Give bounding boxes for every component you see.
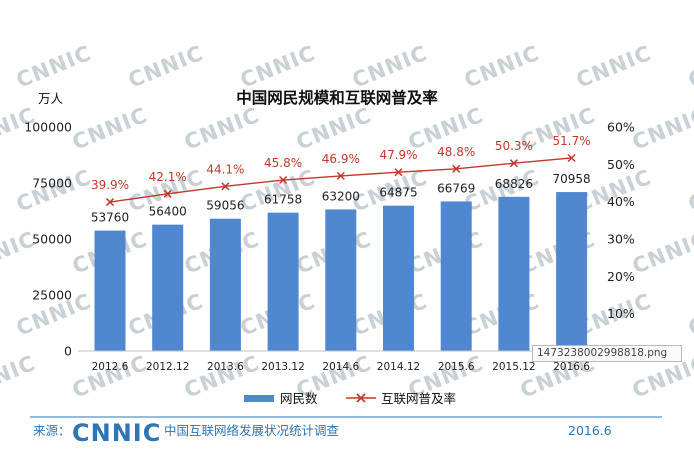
bar [325,209,357,351]
line-point [567,153,576,163]
watermark-text: CNNIC [293,103,375,155]
y-left-tick-label: 75000 [32,176,72,191]
x-tick-label: 2013.12 [261,361,304,373]
bar-value-label: 66769 [437,181,475,195]
watermark-text: CNNIC [13,165,95,217]
x-tick-label: 2013.6 [207,361,244,373]
bar [209,218,241,351]
line-point [336,171,345,180]
line-point [221,182,230,191]
line-value-label: 48.8% [437,145,475,159]
bar-value-label: 56400 [149,205,187,219]
watermark-text: CNNIC [685,165,694,217]
legend: 网民数 互联网普及率 [244,391,456,406]
line-series: 39.9% 42.1% 44.1% 45.8% 46.9% 47.9% 48.8% 50.3%… [91,134,591,207]
chart-title: 中国网民规模和互联网普及率 [236,88,438,107]
x-tick-label: 2015.12 [492,361,535,373]
watermark-text: CNNIC [629,227,694,279]
y-left-tick-label: 0 [64,344,72,359]
watermark-text: CNNIC [181,351,263,403]
line-point [509,159,518,168]
line-value-label: 44.1% [206,162,244,176]
watermark-text: CNNIC [0,351,39,403]
footer-source-label: 来源： [33,423,71,438]
line-point [279,175,288,185]
bar-value-label: 61758 [264,193,302,207]
watermark-text: CNNIC [125,41,207,93]
bar [94,230,126,351]
line-value-label: 46.9% [322,152,360,166]
footer-date: 2016.6 [568,423,612,438]
legend-line-marker [356,393,366,403]
bar-value-label: 53760 [91,211,129,225]
footer-org-text: 中国互联网络发展状况统计调查 [164,423,340,438]
bar [440,201,472,351]
line-point [394,168,403,177]
y-right-tick-label: 40% [607,194,635,209]
right-axis: 0%10%20%30%40%50%60% [607,120,635,359]
y-left-tick-label: 25000 [32,288,72,303]
line-value-label: 45.8% [264,156,302,170]
legend-bar-swatch [244,395,274,402]
legend-line-label: 互联网普及率 [381,391,456,406]
unit-label: 万人 [38,91,64,106]
bar [383,205,414,351]
line-value-label: 39.9% [91,178,129,192]
x-tick-label: 2012.6 [92,361,129,373]
bar [152,224,184,351]
y-right-tick-label: 10% [607,306,635,321]
legend-bar-label: 网民数 [280,391,318,406]
watermark-text: CNNIC [461,41,543,93]
watermark-text: CNNIC [685,289,694,341]
y-right-tick-label: 30% [607,232,635,247]
y-left-tick-label: 100000 [24,120,72,135]
x-axis: 2012.6 2012.12 2013.6 2013.12 2014.6 2014.12 2… [92,361,591,373]
bar-value-label: 59056 [206,199,244,213]
y-right-tick-label: 20% [607,269,635,284]
bar [556,192,588,351]
cnnic-logo: CNNIC [72,419,161,447]
watermark-text: CNNIC [349,41,431,93]
watermark-text: CNNIC [573,41,655,93]
x-tick-label: 2012.12 [146,361,189,373]
filename-tooltip: 1473238002998818.png [532,345,682,362]
line-point [452,164,461,173]
watermark-text: CNNIC [237,165,319,217]
bar-value-label: 64875 [379,186,417,200]
watermark-text: CNNIC [181,103,263,155]
bar [498,196,530,351]
bar-value-label: 70958 [553,172,591,186]
line-value-label: 50.3% [495,139,533,153]
watermark-text: CNNIC [69,103,151,155]
watermark-text: CNNIC [237,41,319,93]
y-right-tick-label: 60% [607,120,635,135]
x-tick-label: 2015.6 [438,361,475,373]
line-value-label: 42.1% [149,170,187,184]
watermark-text: CNNIC [69,351,151,403]
x-tick-label: 2014.12 [377,361,420,373]
watermark-text: CNNIC [13,41,95,93]
watermark-text: CNNIC [629,103,694,155]
line-point [105,198,115,207]
left-axis: 0 25000 50000 75000 100000 [24,120,72,359]
bar-value-label: 63200 [322,189,360,203]
bar [267,212,299,351]
bar-value-label: 68826 [495,177,533,191]
line-value-label: 47.9% [379,148,417,162]
line-value-label: 51.7% [553,134,591,148]
line-point [163,189,172,198]
bar-series: 53760 56400 59056 61758 63200 64875 66769 68826… [91,172,591,351]
y-left-tick-label: 50000 [32,232,72,247]
watermark-text: CNNIC [685,41,694,93]
x-tick-label: 2016.6 [553,361,590,373]
x-tick-label: 2014.6 [322,361,359,373]
y-right-tick-label: 50% [607,157,635,172]
